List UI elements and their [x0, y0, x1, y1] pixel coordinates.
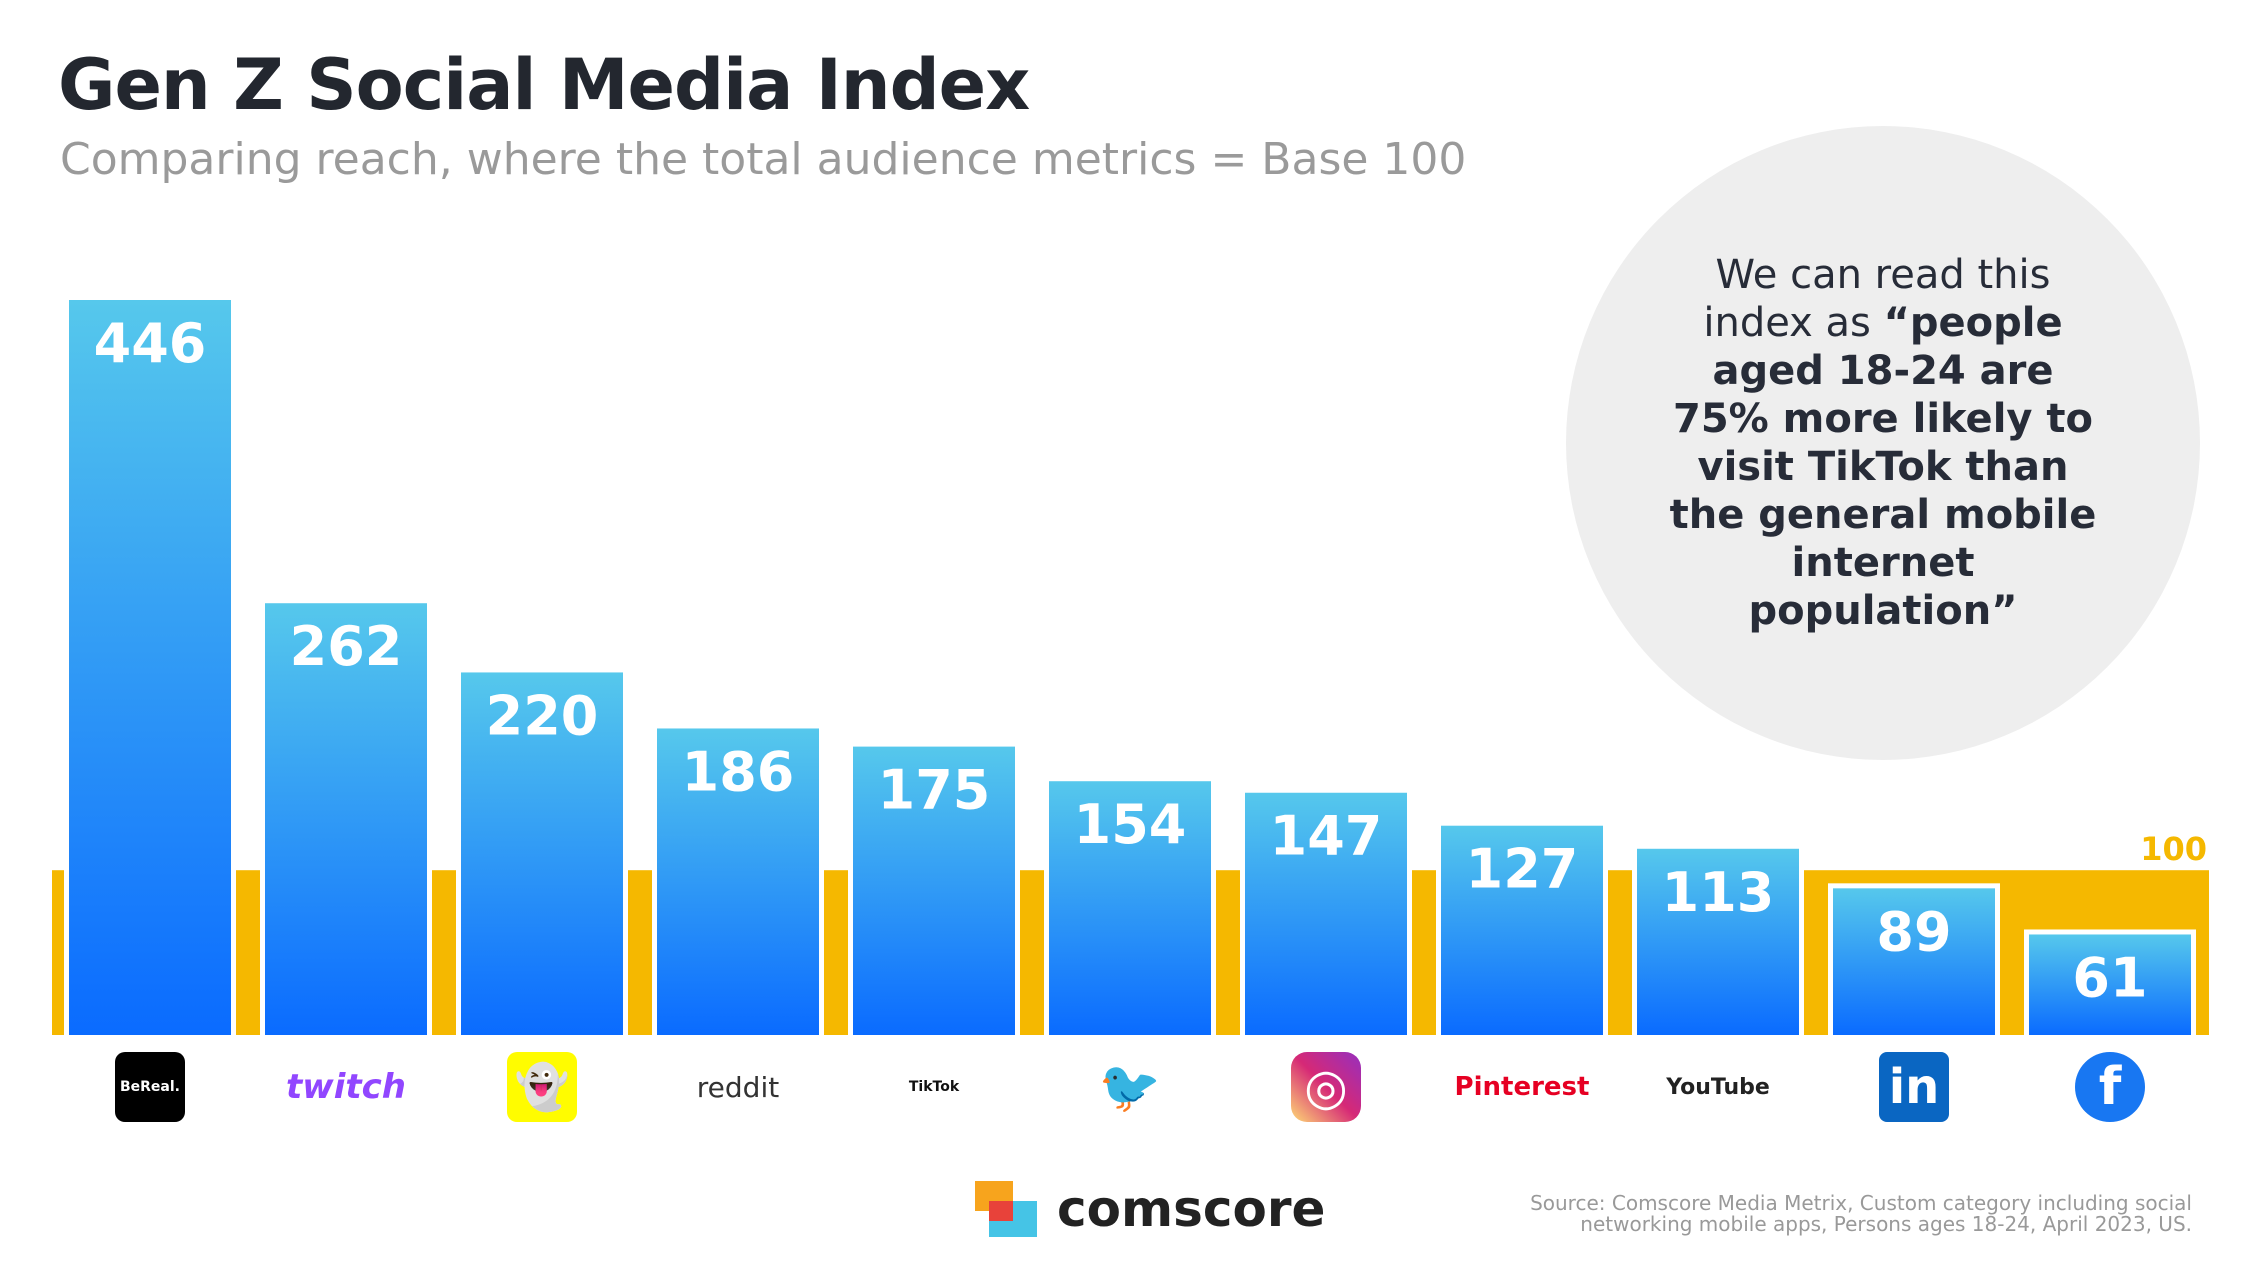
comscore-logo: comscore — [975, 1180, 1325, 1238]
bar-value-label: 154 — [1074, 793, 1187, 856]
chart-title: Gen Z Social Media Index — [58, 44, 1030, 126]
bar-value-label: 113 — [1662, 861, 1775, 924]
tiktok-logo-icon: TikTok — [908, 1079, 960, 1095]
bar-value-label: 262 — [290, 615, 403, 678]
reddit-logo-icon: reddit — [696, 1070, 780, 1104]
bar-youtube — [1637, 848, 1799, 1035]
source-line-1: Source: Comscore Media Metrix, Custom ca… — [1530, 1191, 2192, 1215]
bar-reddit — [657, 728, 819, 1035]
bar-value-label: 175 — [878, 759, 991, 822]
bar-value-label: 147 — [1270, 805, 1383, 868]
linkedin-logo-icon: in — [1879, 1052, 1949, 1122]
bar-value-label: 89 — [1876, 900, 1951, 963]
bar-value-label: 446 — [94, 312, 207, 375]
callout-text: We can read this index as “people aged 1… — [1663, 251, 2103, 635]
baseline-label: 100 — [2140, 830, 2207, 868]
bar-linkedin — [1833, 888, 1995, 1035]
callout-bold: “people aged 18-24 are 75% more likely t… — [1669, 300, 2097, 634]
comscore-wordmark: comscore — [1057, 1180, 1326, 1238]
bar-snapchat — [461, 672, 623, 1035]
facebook-logo-icon: f — [2075, 1052, 2145, 1122]
bereal-logo-icon: BeReal. — [115, 1052, 185, 1122]
source-note: Source: Comscore Media Metrix, Custom ca… — [1492, 1193, 2192, 1235]
chart-subtitle: Comparing reach, where the total audienc… — [60, 134, 1467, 185]
twitter-logo-icon: 🐦 — [1098, 1057, 1162, 1116]
bar-value-label: 186 — [682, 740, 795, 803]
bar-value-label: 127 — [1466, 838, 1579, 901]
bar-value-label: 220 — [486, 684, 599, 747]
snapchat-logo-icon: 👻 — [507, 1052, 577, 1122]
youtube-logo-icon: YouTube — [1666, 1074, 1770, 1100]
source-line-2: networking mobile apps, Persons ages 18-… — [1580, 1212, 2192, 1236]
bar-pinterest — [1441, 825, 1603, 1035]
bar-twitch — [265, 603, 427, 1035]
twitch-logo-icon: twitch — [286, 1067, 406, 1107]
bar-bereal — [69, 300, 231, 1035]
callout-circle: We can read this index as “people aged 1… — [1566, 126, 2200, 760]
bar-instagram — [1245, 792, 1407, 1035]
bar-tiktok — [853, 746, 1015, 1035]
bar-value-label: 61 — [2072, 946, 2147, 1009]
instagram-logo-icon: ◎ — [1291, 1052, 1361, 1122]
bar-twitter — [1049, 781, 1211, 1035]
comscore-logo-mark-icon — [975, 1181, 1037, 1237]
pinterest-logo-icon: Pinterest — [1454, 1072, 1590, 1102]
callout-plain: We can read this index as — [1703, 252, 2051, 346]
bar-facebook — [2029, 934, 2191, 1035]
